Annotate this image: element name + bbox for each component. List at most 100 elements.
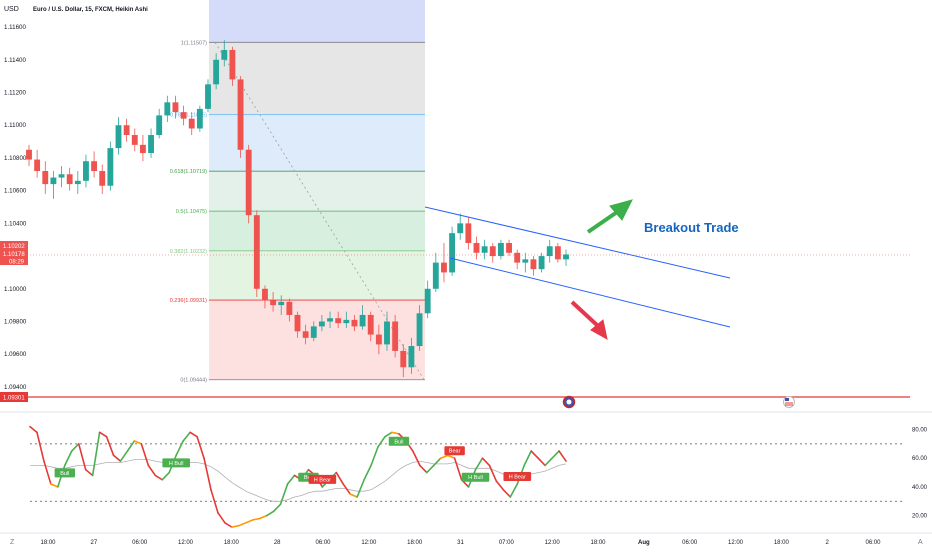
candle-body[interactable] bbox=[530, 259, 537, 270]
candle-body[interactable] bbox=[131, 135, 138, 145]
channel-lower-line[interactable] bbox=[449, 257, 731, 328]
breakout-up-arrow[interactable] bbox=[586, 199, 633, 234]
candle-body[interactable] bbox=[196, 108, 203, 129]
divergence-label: Bull bbox=[304, 475, 313, 481]
candle-body[interactable] bbox=[229, 49, 236, 80]
rsi-segment bbox=[439, 454, 449, 460]
candle-body[interactable] bbox=[107, 148, 114, 186]
us-flag-event-icon[interactable] bbox=[783, 396, 795, 408]
breakout-trade-annotation[interactable]: Breakout Trade bbox=[644, 220, 739, 235]
divergence-badge[interactable] bbox=[162, 458, 190, 468]
candle-body[interactable] bbox=[335, 318, 342, 324]
candle-body[interactable] bbox=[375, 334, 382, 345]
channel-upper-line[interactable] bbox=[424, 206, 731, 279]
divergence-badge[interactable] bbox=[503, 472, 532, 482]
candle-body[interactable] bbox=[26, 149, 32, 160]
candle-body[interactable] bbox=[400, 350, 407, 368]
candle-body[interactable] bbox=[424, 288, 431, 314]
candle-body[interactable] bbox=[253, 215, 260, 289]
divergence-badge[interactable] bbox=[444, 446, 465, 456]
breakdown-down-arrow[interactable] bbox=[570, 300, 608, 340]
rsi-axis[interactable]: 80.00 60.00 40.00 20.00 bbox=[912, 427, 928, 519]
candle-body[interactable] bbox=[83, 161, 89, 181]
candle-body[interactable] bbox=[522, 259, 529, 263]
candle-body[interactable] bbox=[164, 102, 171, 116]
candle-body[interactable] bbox=[432, 262, 439, 289]
auto-scale-icon[interactable]: A bbox=[918, 539, 923, 546]
candle-body[interactable] bbox=[66, 174, 73, 185]
candle-body[interactable] bbox=[294, 314, 301, 332]
candle-body[interactable] bbox=[34, 159, 41, 172]
candle-body[interactable] bbox=[286, 301, 293, 315]
candle-body[interactable] bbox=[302, 331, 309, 338]
candle-body[interactable] bbox=[441, 262, 447, 273]
candle-body[interactable] bbox=[489, 246, 496, 257]
candle-body[interactable] bbox=[457, 223, 464, 234]
candle-body[interactable] bbox=[546, 246, 553, 257]
price-candles[interactable] bbox=[26, 40, 569, 378]
divergence-badge[interactable] bbox=[388, 436, 410, 446]
timezone-icon[interactable]: Z bbox=[10, 539, 15, 546]
us-flag-event-icon[interactable] bbox=[562, 395, 576, 409]
candle-body[interactable] bbox=[91, 161, 98, 172]
candle-body[interactable] bbox=[408, 346, 415, 368]
candle-body[interactable] bbox=[392, 321, 399, 351]
candle-body[interactable] bbox=[514, 252, 521, 263]
candle-body[interactable] bbox=[139, 144, 146, 154]
candle-body[interactable] bbox=[42, 171, 49, 185]
candle-body[interactable] bbox=[123, 125, 130, 136]
candle-body[interactable] bbox=[506, 242, 512, 253]
candle-body[interactable] bbox=[351, 319, 358, 327]
candle-body[interactable] bbox=[497, 242, 504, 257]
candle-body[interactable] bbox=[343, 319, 350, 324]
candle-body[interactable] bbox=[416, 313, 423, 347]
candle-body[interactable] bbox=[359, 314, 366, 327]
candle-body[interactable] bbox=[278, 301, 285, 306]
candle-body[interactable] bbox=[188, 118, 195, 129]
candle-body[interactable] bbox=[449, 233, 456, 273]
candle-body[interactable] bbox=[221, 49, 228, 60]
current-price-value: 1.10202 bbox=[3, 244, 25, 250]
candle-body[interactable] bbox=[384, 321, 390, 345]
candle-body[interactable] bbox=[115, 125, 122, 149]
fib-level-label: 0.382(1.10232) bbox=[170, 249, 207, 255]
candle-body[interactable] bbox=[58, 174, 65, 178]
candle-body[interactable] bbox=[237, 79, 244, 150]
symbol-title[interactable]: Euro / U.S. Dollar, 15, FXCM, Heikin Ash… bbox=[33, 7, 148, 13]
candle-body[interactable] bbox=[156, 115, 163, 136]
candle-body[interactable] bbox=[172, 102, 179, 113]
candle-body[interactable] bbox=[554, 246, 561, 260]
time-axis[interactable]: 18:00 27 06:00 12:00 18:00 28 06:00 12:00 18:00 3… bbox=[40, 540, 881, 546]
candle-body[interactable] bbox=[367, 314, 374, 335]
candle-body[interactable] bbox=[74, 180, 81, 185]
candle-body[interactable] bbox=[213, 59, 220, 85]
time-tick-label: 18:00 bbox=[224, 540, 240, 546]
candle-body[interactable] bbox=[473, 242, 480, 253]
candle-body[interactable] bbox=[262, 288, 268, 301]
candle-body[interactable] bbox=[99, 171, 106, 186]
candle-body[interactable] bbox=[310, 326, 317, 338]
candle-body[interactable] bbox=[148, 135, 154, 154]
candle-body[interactable] bbox=[270, 300, 277, 306]
fibonacci-retracement[interactable]: 1(1.11507) 0.786(1.11065) 0.618(1.10719) 0.… bbox=[170, 0, 425, 384]
divergence-badge[interactable] bbox=[461, 472, 490, 482]
time-tick-label: 18:00 bbox=[774, 540, 790, 546]
divergence-badge[interactable] bbox=[308, 474, 337, 484]
price-axis[interactable]: 1.11600 1.11400 1.11200 1.11000 1.10800 1.106… bbox=[4, 24, 27, 391]
candle-body[interactable] bbox=[205, 84, 211, 109]
candle-body[interactable] bbox=[318, 321, 325, 327]
fib-zone bbox=[209, 171, 425, 212]
candle-body[interactable] bbox=[563, 254, 569, 260]
time-tick-label: 07:00 bbox=[499, 540, 515, 546]
divergence-badge[interactable] bbox=[54, 468, 76, 478]
candle-body[interactable] bbox=[180, 112, 187, 119]
candle-body[interactable] bbox=[465, 223, 472, 243]
candle-body[interactable] bbox=[481, 246, 488, 253]
candle-body[interactable] bbox=[538, 256, 545, 270]
candle-body[interactable] bbox=[327, 318, 333, 322]
rsi-segment bbox=[133, 440, 143, 445]
candle-body[interactable] bbox=[50, 177, 57, 185]
candle-body[interactable] bbox=[245, 149, 252, 216]
